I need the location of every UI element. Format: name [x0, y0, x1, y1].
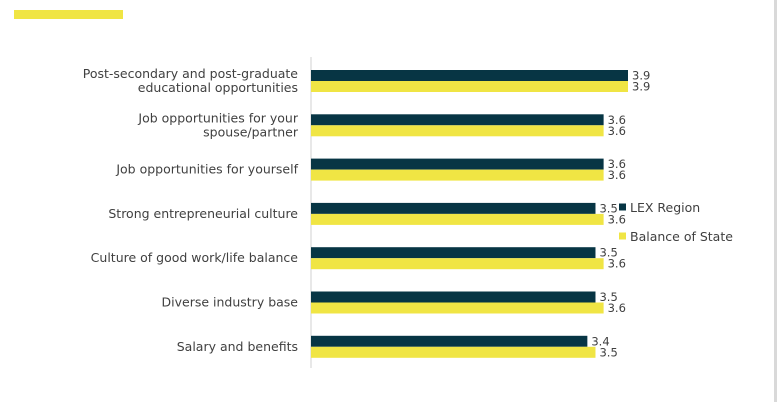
bar-balance-of-state	[311, 346, 596, 358]
value-label: 3.6	[608, 301, 626, 315]
bar-balance-of-state	[311, 125, 604, 137]
value-label: 3.5	[599, 201, 617, 215]
bar-lex-region	[311, 202, 596, 214]
category-label: Post-secondary and post-graduate educatio…	[83, 66, 299, 95]
value-label: 3.4	[591, 334, 609, 348]
bar-balance-of-state	[311, 81, 628, 92]
value-label: 3.6	[608, 168, 626, 182]
bar-lex-region	[311, 114, 604, 126]
category-label: Culture of good work/life balance	[91, 250, 299, 265]
bar-balance-of-state	[311, 258, 604, 270]
category-label: Job opportunities for yourself	[115, 162, 298, 177]
category-label-line: Job opportunities for yourself	[115, 162, 298, 177]
legend-swatch-lex-region	[619, 203, 626, 211]
legend-label: Balance of State	[630, 229, 733, 244]
value-label: 3.6	[608, 124, 626, 138]
category-label-line: Diverse industry base	[162, 295, 299, 310]
value-label: 3.9	[632, 69, 650, 83]
value-label: 3.5	[599, 290, 617, 304]
value-label: 3.6	[608, 257, 626, 271]
category-label: Salary and benefits	[177, 339, 298, 354]
bar-lex-region	[311, 335, 588, 347]
category-label: Diverse industry base	[162, 295, 299, 310]
bar-lex-region	[311, 291, 596, 303]
panel-border	[774, 0, 777, 402]
value-label: 3.5	[599, 246, 617, 260]
title-accent-bar	[14, 10, 123, 19]
value-label: 3.6	[608, 113, 626, 127]
legend-swatch-balance-of-state	[619, 232, 626, 240]
legend-label: LEX Region	[630, 200, 700, 215]
category-label-line: Strong entrepreneurial culture	[108, 206, 298, 221]
category-label-line: Salary and benefits	[177, 339, 298, 354]
category-label-line: Culture of good work/life balance	[91, 250, 299, 265]
value-label: 3.9	[632, 80, 650, 94]
value-label: 3.6	[608, 157, 626, 171]
bar-balance-of-state	[311, 302, 604, 314]
category-label-line: educational opportunities	[138, 80, 298, 95]
category-label-line: Job opportunities for your	[137, 110, 298, 125]
category-label: Job opportunities for your spouse/partner	[137, 110, 298, 139]
category-label: Strong entrepreneurial culture	[108, 206, 298, 221]
bar-lex-region	[311, 70, 628, 81]
bar-balance-of-state	[311, 213, 604, 225]
category-label-line: Post-secondary and post-graduate	[83, 66, 299, 81]
bar-balance-of-state	[311, 169, 604, 181]
value-label: 3.5	[599, 345, 617, 359]
value-label: 3.6	[608, 212, 626, 226]
category-label-line: spouse/partner	[203, 124, 299, 139]
bar-lex-region	[311, 247, 596, 259]
bar-lex-region	[311, 158, 604, 170]
